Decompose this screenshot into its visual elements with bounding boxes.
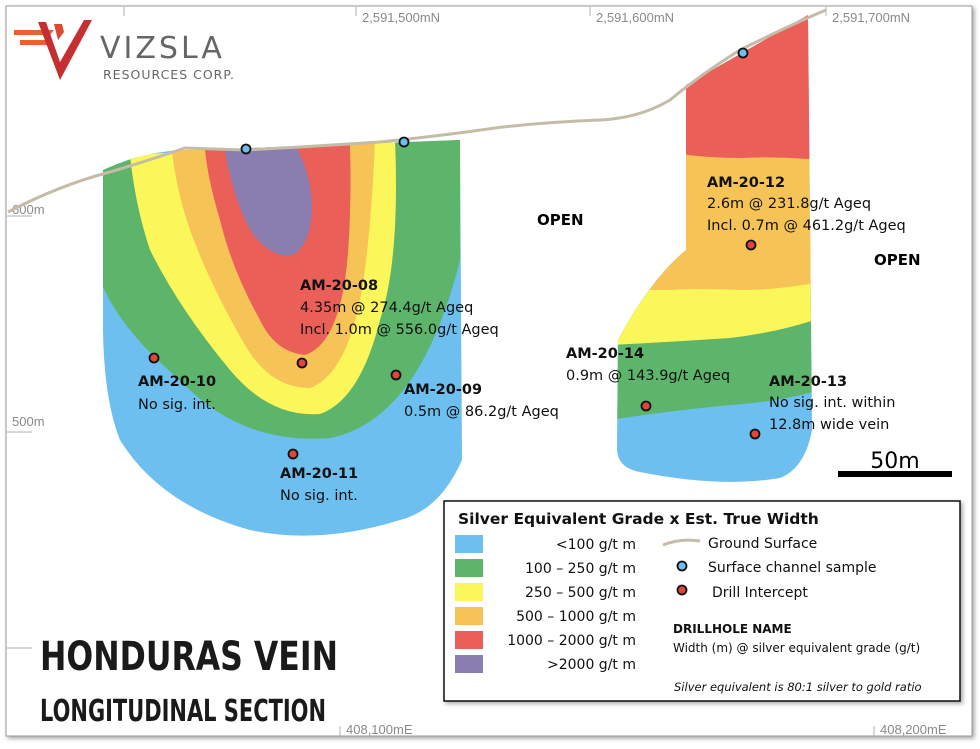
- drillhole-label-am-20-14: AM-20-14 0.9m @ 143.9g/t Ageq: [566, 346, 730, 384]
- grid-ticks: [7, 7, 875, 736]
- channel-sample-marker: [240, 143, 252, 155]
- channel-sample-swatch: [676, 560, 688, 572]
- legend-symbols: Ground Surface Surface channel sample Dr…: [662, 536, 877, 601]
- drill-intercept-am-20-13: [749, 428, 761, 440]
- drillhole-name: AM-20-13: [769, 374, 847, 390]
- legend-swatch-100-250: [455, 559, 483, 577]
- open-label-right: OPEN: [874, 251, 921, 269]
- drillhole-label-am-20-10: AM-20-10 No sig. int.: [138, 374, 216, 413]
- drillhole-result: Incl. 1.0m @ 556.0g/t Ageq: [300, 322, 499, 338]
- legend-swatch-250-500: [455, 583, 483, 601]
- drill-intercept-swatch: [676, 584, 688, 596]
- drill-intercept-am-20-11: [287, 448, 299, 460]
- grid-label-elev-500: 500m: [12, 414, 45, 429]
- legend-grade-label: 250 – 500 g/t m: [525, 585, 636, 601]
- drillhole-name: AM-20-14: [566, 346, 644, 362]
- grid-label-east-1: 408,100mE: [346, 722, 413, 737]
- grid-label-north-2: 2,591,600mN: [596, 10, 674, 25]
- drill-intercept-am-20-14: [640, 400, 652, 412]
- section-title-line1: HONDURAS VEIN: [40, 634, 338, 680]
- drillhole-name: AM-20-10: [138, 374, 216, 390]
- legend-grade-labels: <100 g/t m 100 – 250 g/t m 250 – 500 g/t…: [507, 537, 636, 673]
- legend-note: Silver equivalent is 80:1 silver to gold…: [674, 680, 922, 694]
- vizsla-chevron-icon: [14, 20, 92, 80]
- drillhole-result: Incl. 0.7m @ 461.2g/t Ageq: [707, 218, 906, 234]
- channel-sample-marker: [737, 47, 749, 59]
- legend-grade-label: 1000 – 2000 g/t m: [507, 633, 636, 649]
- drillhole-name: AM-20-11: [280, 466, 358, 482]
- legend-swatch-lt100: [455, 535, 483, 553]
- legend-box: [443, 500, 961, 702]
- drillhole-label-am-20-11: AM-20-11 No sig. int.: [280, 466, 358, 504]
- grid-label-north-1: 2,591,500mN: [362, 10, 440, 25]
- legend-drillhole-name-label: DRILLHOLE NAME: [673, 622, 792, 636]
- grid-label-east-2: 408,200mE: [880, 722, 947, 737]
- logo-wordmark: VIZSLA: [100, 31, 225, 66]
- scale-bar-line: [838, 471, 952, 477]
- drillhole-result: 12.8m wide vein: [769, 417, 889, 433]
- channel-samples: [240, 47, 749, 155]
- drill-intercepts: [148, 239, 761, 460]
- drillhole-result: 4.35m @ 274.4g/t Ageq: [300, 300, 473, 316]
- legend-swatch-gt2000: [455, 655, 483, 673]
- legend-grade-label: <100 g/t m: [556, 537, 636, 553]
- legend-swatch-500-1000: [455, 607, 483, 625]
- channel-sample-marker: [398, 136, 410, 148]
- legend-ground-surface-label: Ground Surface: [708, 536, 817, 552]
- drillhole-label-am-20-13: AM-20-13 No sig. int. within 12.8m wide …: [769, 374, 895, 433]
- legend-grade-swatches: [455, 535, 483, 673]
- drill-intercept-am-20-10: [148, 352, 160, 364]
- vizsla-logo: VIZSLA RESOURCES CORP.: [14, 20, 235, 82]
- logo-subtitle: RESOURCES CORP.: [103, 67, 235, 82]
- legend-swatch-1000-2000: [455, 631, 483, 649]
- drill-intercept-am-20-08: [296, 357, 308, 369]
- grid-label-north-3: 2,591,700mN: [832, 10, 910, 25]
- legend-drillhole-format: Width (m) @ silver equivalent grade (g/t…: [673, 641, 920, 655]
- section-title-line2: LONGITUDINAL SECTION: [40, 694, 326, 729]
- legend-grade-label: >2000 g/t m: [547, 657, 636, 673]
- drillhole-name: AM-20-09: [404, 382, 482, 398]
- zone-gt2000-left: [225, 145, 312, 256]
- drillhole-result: No sig. int.: [280, 488, 358, 504]
- ground-surface-line: [7, 8, 827, 214]
- drillhole-result: 0.9m @ 143.9g/t Ageq: [566, 368, 730, 384]
- drillhole-name: AM-20-12: [707, 175, 785, 191]
- drillhole-result: No sig. int. within: [769, 395, 895, 411]
- open-label-center: OPEN: [537, 211, 584, 229]
- legend-channel-sample-label: Surface channel sample: [708, 560, 877, 576]
- drillhole-name: AM-20-08: [300, 278, 378, 294]
- scale-bar: 50m: [838, 449, 952, 477]
- drill-intercept-am-20-09: [390, 369, 402, 381]
- scale-bar-label: 50m: [870, 449, 919, 474]
- drillhole-label-am-20-12: AM-20-12 2.6m @ 231.8g/t Ageq Incl. 0.7m…: [707, 175, 906, 234]
- drillhole-label-am-20-08: AM-20-08 4.35m @ 274.4g/t Ageq Incl. 1.0…: [300, 278, 499, 338]
- legend-title: Silver Equivalent Grade x Est. True Widt…: [458, 510, 819, 528]
- left-ore-shoot: [103, 140, 462, 536]
- grid-label-elev-600: 600m: [12, 202, 45, 217]
- legend-grade-label: 500 – 1000 g/t m: [516, 609, 636, 625]
- drillhole-result: 2.6m @ 231.8g/t Ageq: [707, 196, 871, 212]
- legend-grade-label: 100 – 250 g/t m: [525, 561, 636, 577]
- legend: Silver Equivalent Grade x Est. True Widt…: [443, 500, 961, 702]
- drillhole-result: No sig. int.: [138, 397, 216, 413]
- drillhole-result: 0.5m @ 86.2g/t Ageq: [404, 404, 559, 420]
- ground-surface-swatch: [662, 538, 701, 547]
- legend-drill-intercept-label: Drill Intercept: [712, 585, 808, 601]
- drill-intercept-am-20-12: [745, 239, 757, 251]
- drillhole-label-am-20-09: AM-20-09 0.5m @ 86.2g/t Ageq: [404, 382, 559, 420]
